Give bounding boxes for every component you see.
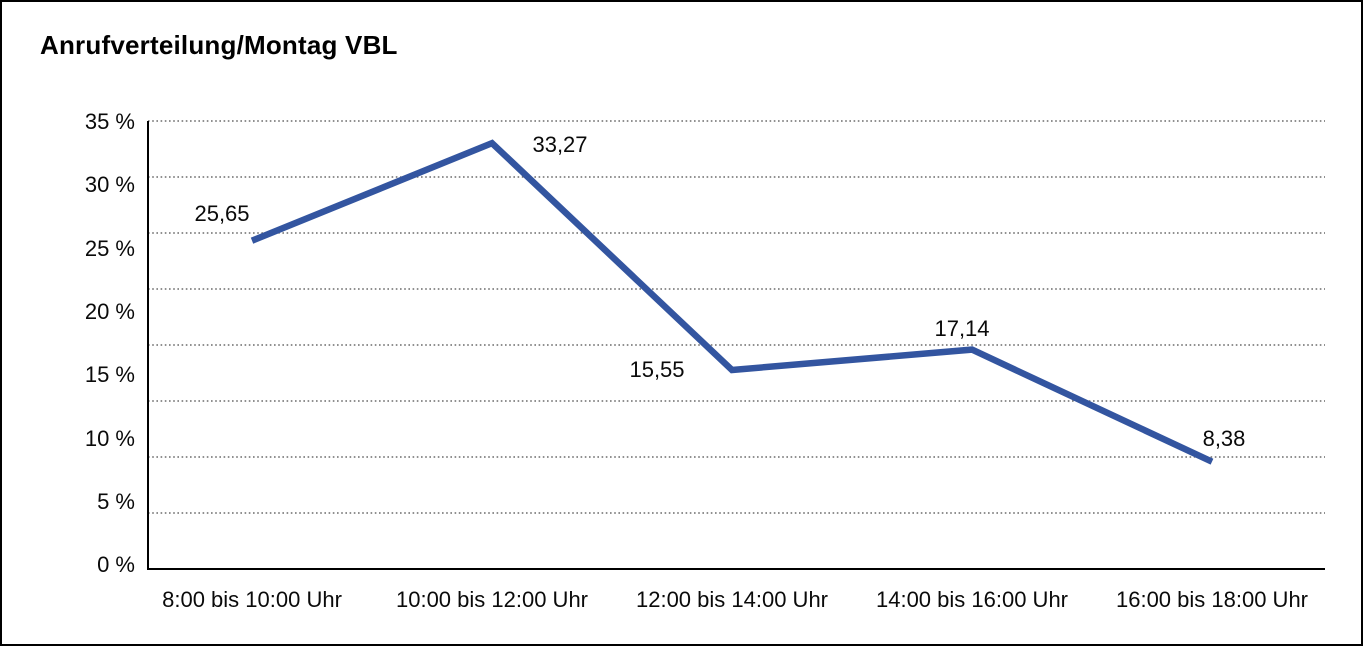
y-axis-tick-label: 35 % — [84, 109, 135, 134]
y-axis-tick-label: 30 % — [84, 172, 135, 198]
y-axis-tick-label: 25 % — [84, 235, 135, 261]
x-axis-category-label: 16:00 bis 18:00 Uhr — [1115, 587, 1309, 612]
data-point-label: 8,38 — [1202, 425, 1246, 451]
y-axis-tick-label: 20 % — [84, 298, 135, 324]
y-axis-tick-label: 10 % — [84, 425, 135, 451]
chart-title: Anrufverteilung/Montag VBL — [40, 30, 398, 60]
y-axis-tick-label: 5 % — [97, 488, 135, 514]
line-series — [250, 139, 1214, 465]
data-point-label: 17,14 — [934, 315, 990, 341]
y-axis-tick-label: 0 % — [97, 552, 135, 578]
data-point-label: 33,27 — [532, 132, 588, 158]
data-point-label: 25,65 — [194, 200, 250, 226]
x-axis-category-label: 10:00 bis 12:00 Uhr — [395, 587, 589, 612]
x-axis-category-label: 8:00 bis 10:00 Uhr — [162, 587, 342, 612]
data-point-label: 15,55 — [629, 356, 685, 382]
y-axis-tick-label: 15 % — [84, 362, 135, 388]
x-axis-category-label: 14:00 bis 16:00 Uhr — [875, 587, 1069, 612]
x-axis-category-label: 12:00 bis 14:00 Uhr — [635, 587, 829, 612]
